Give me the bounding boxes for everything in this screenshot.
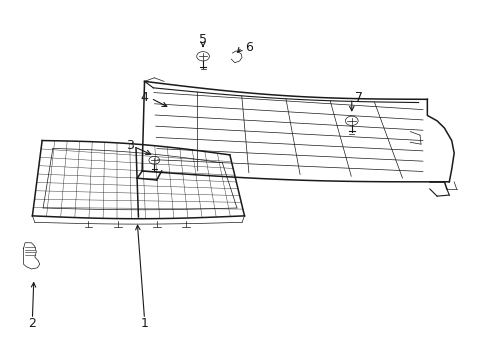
Text: 2: 2 xyxy=(28,317,36,330)
Text: 7: 7 xyxy=(354,91,363,104)
Text: 5: 5 xyxy=(199,33,206,46)
Text: 6: 6 xyxy=(245,41,253,54)
Text: 1: 1 xyxy=(141,317,148,330)
Text: 3: 3 xyxy=(126,139,134,152)
Text: 4: 4 xyxy=(141,91,148,104)
